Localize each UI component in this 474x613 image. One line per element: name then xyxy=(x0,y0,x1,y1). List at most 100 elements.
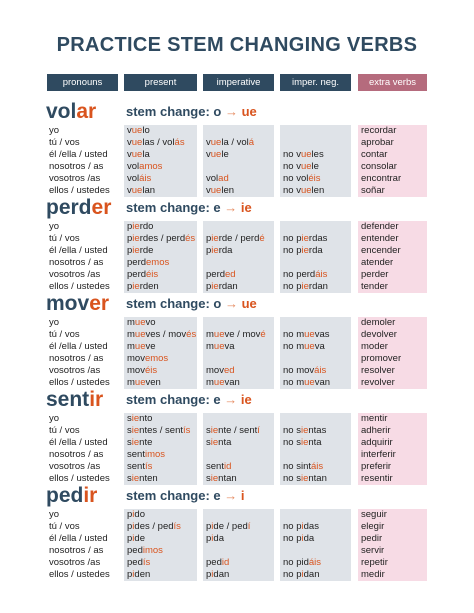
plain-text: no p xyxy=(283,569,302,580)
plain-text: vol xyxy=(206,173,219,184)
plain-text: perd xyxy=(127,269,147,280)
extra-verb-cell: atender xyxy=(361,257,394,268)
plain-text: nte xyxy=(139,437,153,448)
highlight-text: ue xyxy=(300,149,312,160)
conjugation-cell xyxy=(280,353,351,365)
highlight-text: ie xyxy=(211,281,219,292)
plain-text: vas xyxy=(314,329,330,340)
plain-text: nte / sent xyxy=(218,425,258,436)
plain-text: p xyxy=(127,521,133,532)
conjugation-cell: pierdes / perdés xyxy=(124,233,197,245)
plain-text: la / vol xyxy=(221,137,249,148)
plain-text: ntas xyxy=(308,425,327,436)
conjugation-cell: pierdo xyxy=(124,221,197,233)
extra-verb-cell: demoler xyxy=(361,317,396,328)
extra-verb-cell: elegir xyxy=(361,521,385,532)
arrow-icon: → xyxy=(224,200,241,215)
extra-verbs-column: defender entender encender atender perder ten… xyxy=(358,221,427,293)
conjugation-cell: no pidas xyxy=(280,521,351,533)
plain-text: v xyxy=(206,137,211,148)
plain-text: v xyxy=(206,185,211,196)
extra-verb-cell: revolver xyxy=(361,377,395,388)
highlight-text: ie xyxy=(131,437,140,448)
conjugation-cell: no pida xyxy=(280,533,351,545)
conjugation-cell: mueves / movés xyxy=(124,329,197,341)
plain-text: m xyxy=(206,329,214,340)
extra-verb-cell: resolver xyxy=(361,365,395,376)
conjugation-cell: siente / sentí xyxy=(203,425,274,437)
highlight-text: i xyxy=(132,521,135,532)
conjugation-cell: no mováis xyxy=(280,365,351,377)
conjugation-cell: mueva xyxy=(203,341,274,353)
stem-change-from: e xyxy=(213,488,225,503)
highlight-text: emos xyxy=(144,353,169,364)
extra-verb-cell: seguir xyxy=(361,509,387,520)
highlight-text: ís xyxy=(142,557,151,568)
highlight-text: ie xyxy=(210,437,219,448)
highlight-text: ue xyxy=(304,329,315,340)
conjugation-cell xyxy=(280,545,351,557)
conjugation-cell: sienta xyxy=(203,437,274,449)
conjugation-cell xyxy=(280,509,351,521)
plain-text: s xyxy=(206,437,211,448)
highlight-text: ie xyxy=(210,425,219,436)
plain-text: sent xyxy=(127,461,145,472)
conjugation-cell: vuelo xyxy=(124,125,197,137)
plain-text: va xyxy=(224,341,235,352)
pronouns-column: yo tú / vos él /ella / usted nosotros / as v… xyxy=(47,125,118,197)
plain-text: nta xyxy=(218,437,232,448)
pronoun-cell: ellos / ustedes xyxy=(49,473,110,484)
conjugation-cell: sentimos xyxy=(124,449,197,461)
verb-section-sentir: sentir stem change: e → ie yo tú / vos él /e… xyxy=(0,388,474,485)
highlight-text: ie xyxy=(300,425,309,436)
plain-text: p xyxy=(127,245,133,256)
highlight-text: ue xyxy=(134,317,146,328)
conjugation-cell: siento xyxy=(124,413,197,425)
highlight-text: ie xyxy=(300,437,309,448)
pronoun-cell: él /ella / usted xyxy=(49,341,108,352)
extra-verb-cell: aprobar xyxy=(361,137,394,148)
plain-text: den xyxy=(134,569,151,580)
plain-text: ped xyxy=(127,545,143,556)
pronoun-cell: yo xyxy=(49,509,60,520)
plain-text: rden xyxy=(139,281,159,292)
stem-change-from: o xyxy=(213,296,225,311)
pronoun-cell: yo xyxy=(49,125,60,136)
stem-change-to: i xyxy=(240,488,245,503)
conjugation-cell xyxy=(203,257,274,269)
extra-verb-cell: resentir xyxy=(361,473,393,484)
pronoun-cell: ellos / ustedes xyxy=(49,185,110,196)
plain-text: no v xyxy=(283,149,301,160)
conjugation-cell xyxy=(280,257,351,269)
arrow-icon: → xyxy=(224,296,242,311)
verb-section-mover: mover stem change: o → ue yo tú / vos él /el… xyxy=(0,292,474,389)
plain-text: rda xyxy=(218,245,233,256)
plain-text: v xyxy=(127,149,132,160)
pronouns-column: yo tú / vos él /ella / usted nosotros / as v… xyxy=(47,509,118,581)
conjugation-cell: pidan xyxy=(203,569,274,581)
plain-text: do xyxy=(134,509,145,520)
plain-text: le xyxy=(311,161,319,172)
extra-verbs-column: demoler devolver moder promover resolver revo… xyxy=(358,317,427,389)
highlight-text: ie xyxy=(211,233,219,244)
plain-text: p xyxy=(206,521,212,532)
pronoun-cell: yo xyxy=(49,221,60,232)
conjugation-cell: pedís xyxy=(124,557,197,569)
stem-change-from: e xyxy=(213,200,225,215)
imperative-column: mueve / mové mueva moved muevan xyxy=(203,317,274,389)
conjugation-cell: sentid xyxy=(203,461,274,473)
highlight-text: ue xyxy=(213,377,225,388)
plain-text: s xyxy=(206,473,211,484)
extra-verb-cell: moder xyxy=(361,341,388,352)
highlight-text: i xyxy=(211,521,214,532)
imper-neg-column: no pierdas no pierda no perdáis no pierdan xyxy=(280,221,351,293)
highlight-text: ie xyxy=(210,473,219,484)
highlight-text: és xyxy=(186,329,197,340)
conjugation-cell: no pierdan xyxy=(280,281,351,293)
conjugation-cell: no sintáis xyxy=(280,461,351,473)
highlight-text: ue xyxy=(304,341,315,352)
conjugation-cell: voláis xyxy=(124,173,197,185)
highlight-text: i xyxy=(132,533,135,544)
pronoun-cell: él /ella / usted xyxy=(49,149,108,160)
conjugation-cell: siente xyxy=(124,437,197,449)
